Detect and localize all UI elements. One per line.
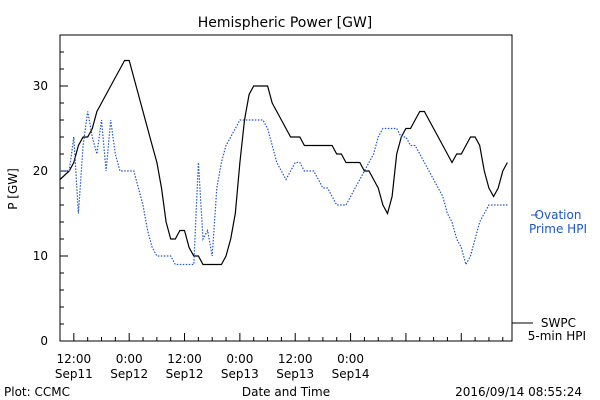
x-tick-label-time: 0:00 bbox=[116, 352, 143, 366]
y-tick-label: 10 bbox=[33, 249, 48, 263]
x-tick-label-date: Sep12 bbox=[166, 367, 204, 381]
x-axis-label: Date and Time bbox=[242, 385, 330, 399]
x-tick-label-date: Sep12 bbox=[110, 367, 148, 381]
plot-frame bbox=[59, 34, 513, 342]
x-tick-label-date: Sep14 bbox=[332, 367, 370, 381]
series-line-ovation bbox=[60, 111, 508, 267]
y-axis-ticks: 0 10 20 30 bbox=[33, 34, 68, 348]
x-axis-ticks: 12:00Sep110:00Sep1212:00Sep120:00Sep1312… bbox=[55, 333, 504, 381]
series-layer bbox=[59, 59, 508, 267]
y-tick-label: 30 bbox=[33, 79, 48, 93]
x-tick-label-time: 12:00 bbox=[167, 352, 202, 366]
y-tick-label: 20 bbox=[33, 164, 48, 178]
x-tick-label-time: 0:00 bbox=[337, 352, 364, 366]
x-tick-label-date: Sep13 bbox=[221, 367, 259, 381]
x-tick-label-time: 0:00 bbox=[226, 352, 253, 366]
legend-label-swpc-1: SWPC bbox=[541, 316, 576, 330]
x-tick-label-time: 12:00 bbox=[278, 352, 313, 366]
footer-timestamp: 2016/09/14 08:55:24 bbox=[455, 385, 582, 399]
legend-label-swpc-2: 5-min HPI bbox=[528, 329, 586, 343]
x-tick-label-date: Sep13 bbox=[276, 367, 314, 381]
y-axis-label: P [GW] bbox=[6, 168, 20, 210]
x-tick-label-date: Sep11 bbox=[55, 367, 93, 381]
series-line-swpc bbox=[59, 59, 508, 266]
footer-credit: Plot: CCMC bbox=[4, 385, 70, 399]
legend-label-ovation-2: Prime HPI bbox=[529, 222, 587, 236]
chart-title: Hemispheric Power [GW] bbox=[198, 15, 373, 31]
x-tick-label-time: 12:00 bbox=[57, 352, 92, 366]
legend-label-ovation-1: Ovation bbox=[535, 208, 582, 222]
y-tick-label: 0 bbox=[40, 334, 48, 348]
